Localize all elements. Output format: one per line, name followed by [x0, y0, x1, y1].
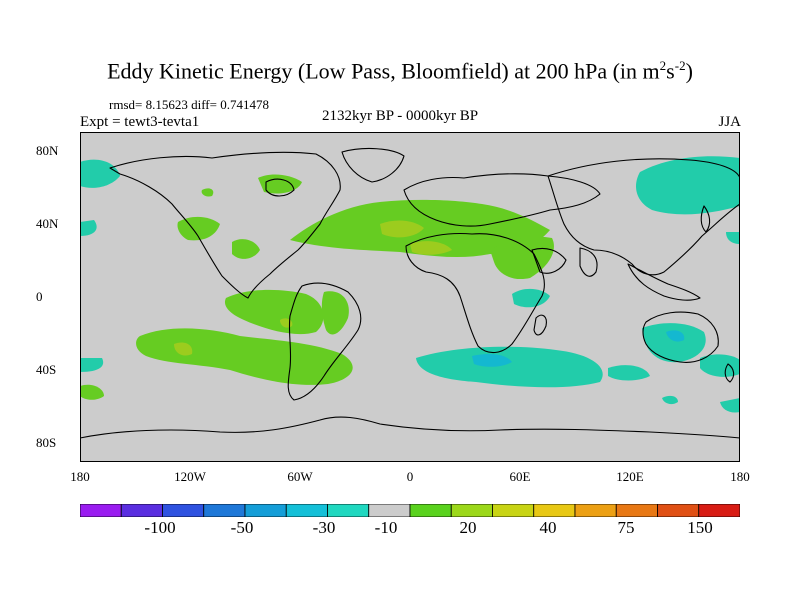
colorbar-label: 150: [687, 518, 713, 537]
colorbar-label: -100: [144, 518, 176, 537]
anomaly-japan: [726, 232, 740, 244]
map-panel: [80, 132, 740, 462]
colorbar-swatch: [327, 504, 370, 517]
colorbar: [80, 504, 740, 517]
anomaly-nw-pacific: [636, 156, 740, 215]
anomaly-south-pacific: [136, 328, 353, 385]
anomaly-far-south: [662, 395, 678, 405]
anomaly-atlantic-core: [380, 220, 424, 238]
anomaly-south-pacific-w: [80, 384, 104, 400]
colorbar-label: 40: [539, 518, 557, 537]
coastlines: [80, 148, 740, 439]
anomaly-south-atlantic: [321, 291, 349, 335]
coast-africa: [405, 233, 545, 354]
plot-title: Eddy Kinetic Energy (Low Pass, Bloomfiel…: [107, 58, 693, 84]
colorbar-swatch: [203, 504, 246, 517]
coast-arabia: [531, 247, 567, 274]
anomaly-aus-core: [666, 330, 685, 342]
colorbar-swatch: [162, 504, 205, 517]
colorbar-swatch: [450, 504, 493, 517]
colorbar-swatch: [615, 504, 658, 517]
lon-label-60e: 60E: [509, 469, 531, 484]
lat-label-80s: 80S: [36, 435, 57, 450]
coast-south-america: [287, 282, 362, 401]
anomaly-s-pacific-w: [80, 358, 104, 372]
anomaly-ne-pacific: [80, 159, 120, 188]
colorbar-label: -10: [374, 518, 398, 537]
colorbar-label: 20: [459, 518, 477, 537]
anomaly-n-america: [201, 188, 214, 197]
anomaly-sio-core: [472, 354, 512, 367]
colorbar-label: -30: [312, 518, 336, 537]
colorbar-swatch: [657, 504, 700, 517]
lon-label-0: 0: [406, 469, 414, 484]
anomaly-sp-core: [174, 342, 193, 356]
period-label: 2132kyr BP - 0000kyr BP: [322, 108, 479, 124]
anomaly-atlantic-core-e: [410, 241, 452, 255]
coast-greenland: [341, 148, 405, 183]
anomaly-canada: [258, 174, 302, 194]
negative-anomalies: [80, 156, 740, 413]
coast-hudson-bay: [265, 178, 295, 197]
colorbar-swatch: [409, 504, 452, 517]
coast-antarctica: [80, 416, 740, 439]
colorbar-label: -50: [230, 518, 254, 537]
anomaly-south-pacific-e: [700, 354, 740, 377]
anomaly-southern-ocean: [608, 365, 650, 381]
lon-label-180e: 180: [730, 469, 750, 484]
anomaly-mexico: [232, 239, 260, 259]
coast-north-america: [109, 151, 341, 299]
coast-australia: [642, 311, 719, 363]
colorbar-swatch: [120, 504, 163, 517]
colorbar-svg: [80, 504, 740, 517]
coast-india: [579, 247, 598, 277]
coast-se-asia: [627, 263, 701, 301]
lat-label-80n: 80N: [36, 143, 59, 158]
anomaly-e-pacific: [80, 220, 97, 236]
experiment-label: Expt = tewt3-tevta1: [80, 114, 200, 130]
season-label: JJA: [718, 114, 741, 130]
stats-label: rmsd= 8.15623 diff= 0.741478: [109, 97, 269, 112]
map-svg: [80, 132, 740, 462]
colorbar-swatch: [492, 504, 535, 517]
coast-europe: [403, 173, 601, 227]
coast-asia: [547, 158, 740, 276]
negative-strong: [472, 330, 685, 367]
colorbar-swatch: [698, 504, 740, 517]
colorbar-swatch: [368, 504, 411, 517]
lon-label-60w: 60W: [287, 469, 313, 484]
coast-japan: [700, 205, 711, 233]
anomaly-north-africa: [490, 236, 554, 280]
lon-label-180w: 180: [70, 469, 90, 484]
lat-label-0: 0: [36, 289, 43, 304]
anomaly-australia: [642, 323, 706, 363]
coast-new-zealand: [724, 363, 735, 383]
colorbar-swatch: [574, 504, 617, 517]
anomaly-southern-indian: [416, 346, 603, 388]
colorbar-label: 75: [617, 518, 635, 537]
lon-label-120w: 120W: [174, 469, 206, 484]
coast-madagascar: [533, 314, 547, 336]
anomaly-nz: [720, 398, 740, 413]
map-frame: [80, 132, 740, 462]
lon-label-120e: 120E: [616, 469, 644, 484]
colorbar-swatch: [80, 504, 122, 517]
colorbar-swatch: [285, 504, 328, 517]
lat-label-40n: 40N: [36, 216, 59, 231]
colorbar-swatch: [533, 504, 576, 517]
colorbar-swatch: [244, 504, 287, 517]
anomaly-indian-ocean: [512, 288, 550, 308]
lat-label-40s: 40S: [36, 362, 57, 377]
anomaly-se-pacific: [224, 289, 324, 335]
